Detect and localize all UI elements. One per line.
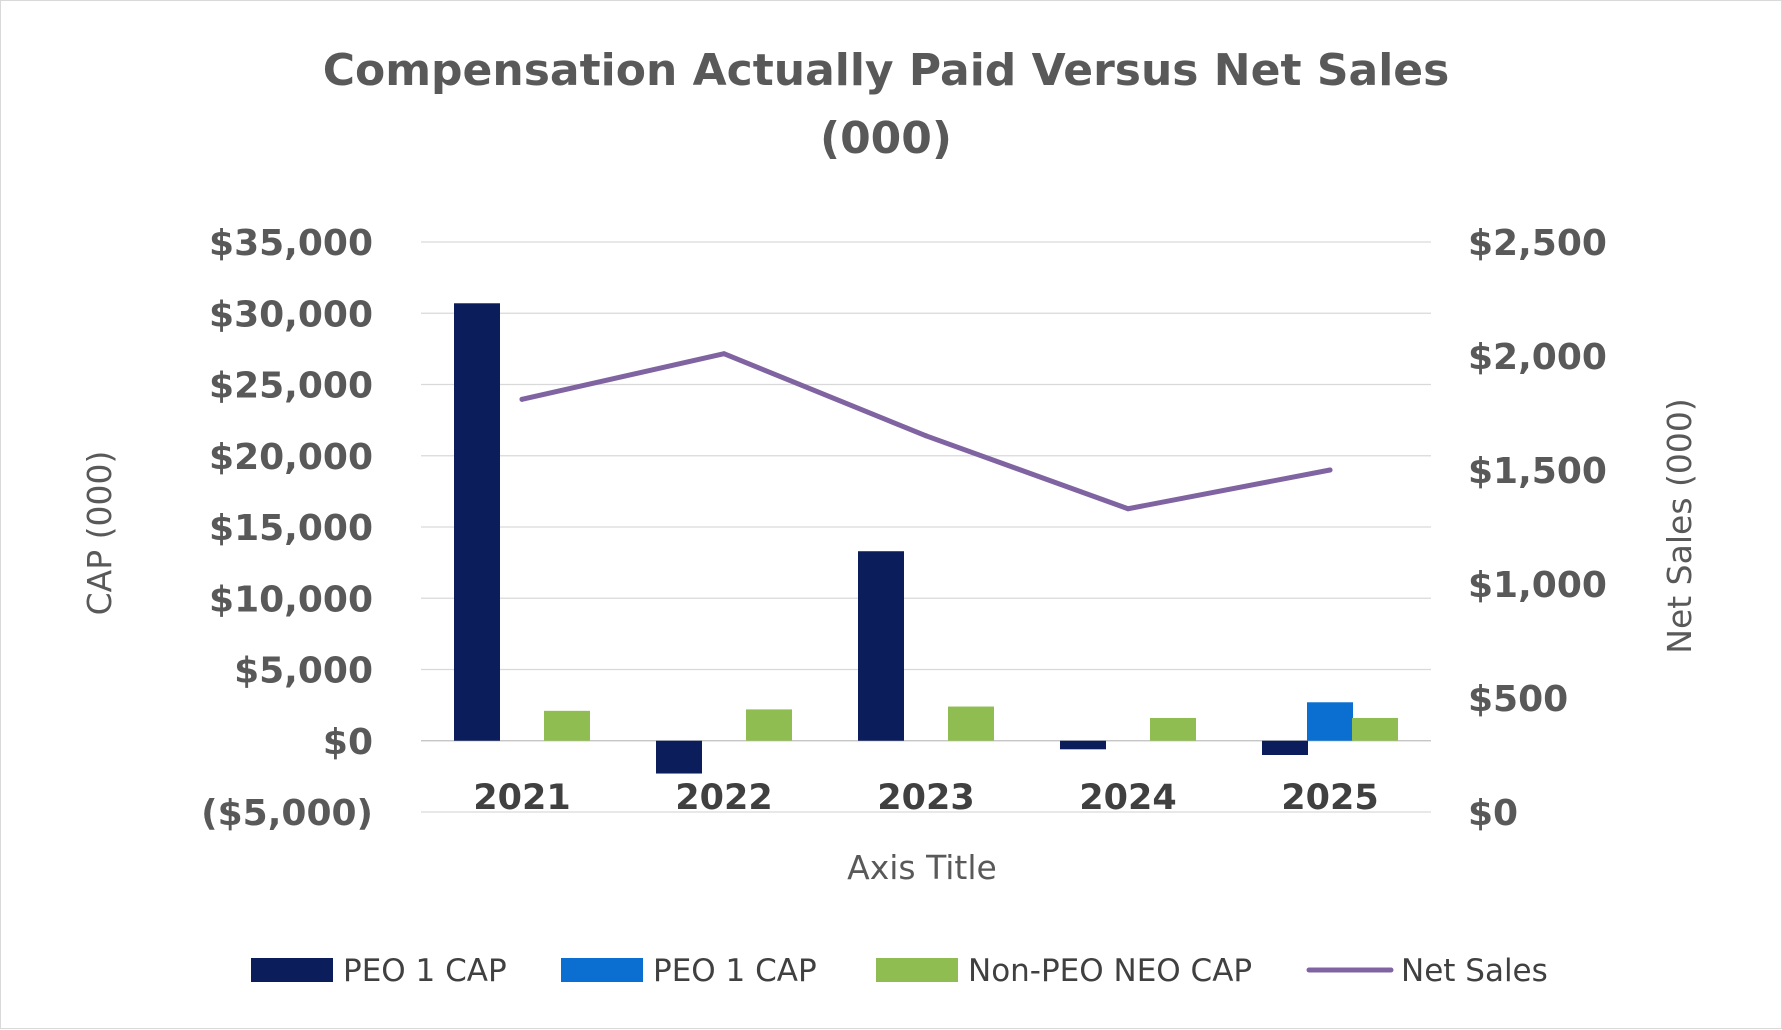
line-point [1327,467,1333,473]
bar [656,740,702,774]
bar [1307,702,1353,741]
y2-tick-label: $1,500 [1468,451,1607,492]
x-category-label: 2025 [1281,778,1378,818]
x-axis-category-labels: 2021 2022 2023 2024 2025 [473,778,1378,818]
legend-swatch [561,958,643,982]
chart-title-line2: (000) [820,113,952,164]
y-axis-tick-labels: $35,000 $30,000 $25,000 $20,000 $15,000 $10,0… [201,223,373,834]
x-category-label: 2021 [473,778,570,818]
bar [746,709,792,741]
legend: PEO 1 CAP PEO 1 CAP Non-PEO NEO CAP Net Sal… [251,953,1548,989]
line-point [721,351,727,357]
line-point [519,396,525,402]
bar [1352,717,1398,741]
legend-label: Non-PEO NEO CAP [968,953,1252,989]
bar [1060,740,1106,750]
chart-title: Compensation Actually Paid Versus Net Sa… [323,45,1450,96]
line-point [923,433,929,439]
x-axis-title: Axis Title [847,848,997,887]
legend-label: Net Sales [1401,953,1548,989]
bar [1262,740,1308,755]
x-category-label: 2024 [1079,778,1176,818]
y-tick-label: $20,000 [209,437,373,478]
y-tick-label: ($5,000) [201,793,373,834]
y-tick-label: $15,000 [209,508,373,549]
y2-tick-label: $1,000 [1468,565,1607,606]
x-category-label: 2022 [675,778,772,818]
series-line [519,351,1333,512]
y2-tick-label: $2,000 [1468,337,1607,378]
y2-axis-tick-labels: $2,500 $2,000 $1,500 $1,000 $500 $0 [1468,223,1607,834]
y-tick-label: $30,000 [209,294,373,335]
legend-label: PEO 1 CAP [343,953,507,989]
y-tick-label: $10,000 [209,579,373,620]
y2-tick-label: $0 [1468,793,1518,834]
bar [544,710,590,741]
legend-label: PEO 1 CAP [653,953,817,989]
bar [858,551,904,741]
bars-layer [454,303,1398,774]
y2-tick-label: $2,500 [1468,223,1607,264]
line-layer [519,351,1333,512]
legend-swatch [876,958,958,982]
y-tick-label: $5,000 [234,651,373,692]
y-tick-label: $25,000 [209,366,373,407]
x-category-label: 2023 [877,778,974,818]
y-axis-title: CAP (000) [80,451,119,616]
bar [454,303,500,741]
y2-tick-label: $500 [1468,679,1568,720]
y-tick-label: $35,000 [209,223,373,264]
legend-swatch [251,958,333,982]
bar [1150,717,1196,741]
line-point [1125,506,1131,512]
bar [948,706,994,741]
y-tick-label: $0 [323,722,373,763]
y2-axis-title: Net Sales (000) [1660,398,1699,653]
